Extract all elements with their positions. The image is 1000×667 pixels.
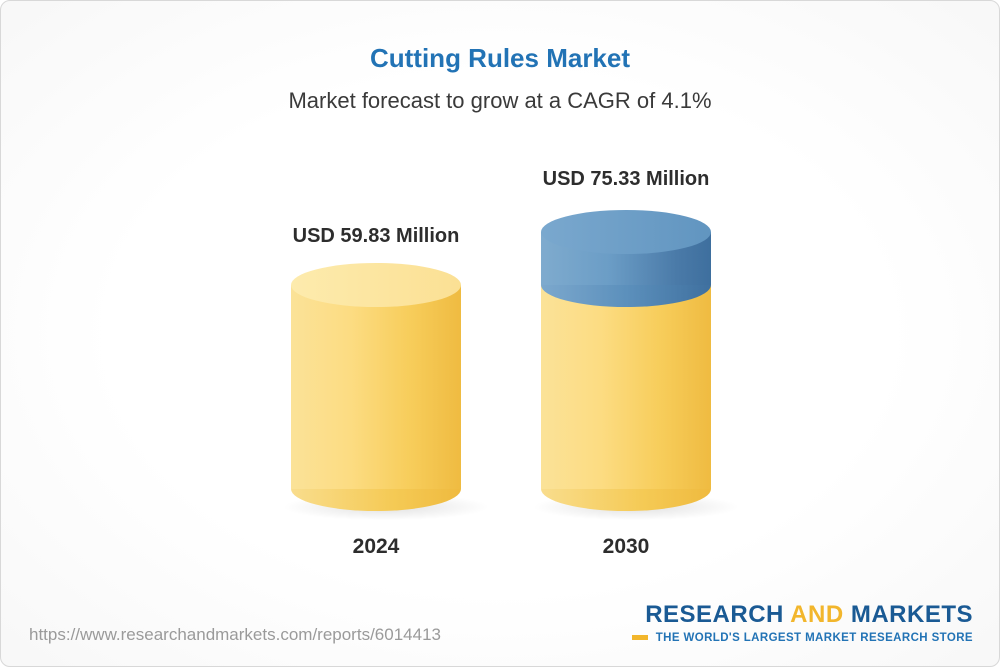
logo-wordmark: RESEARCH AND MARKETS — [632, 601, 973, 629]
logo-tagline-row: THE WORLD'S LARGEST MARKET RESEARCH STOR… — [631, 631, 973, 644]
chart-title: Cutting Rules Market — [369, 43, 631, 73]
logo-word-and: AND — [790, 601, 844, 628]
value-label-2024: USD 59.83 Million — [292, 225, 460, 247]
logo-word-research: RESEARCH — [645, 601, 784, 628]
value-label-2030: USD 75.33 Million — [542, 168, 710, 190]
growth-segment-top-ellipse-2030 — [541, 210, 711, 254]
logo-word-markets: MARKETS — [850, 601, 973, 628]
cylinder-top-ellipse-2024 — [291, 263, 461, 307]
research-and-markets-logo: RESEARCH AND MARKETS THE WORLD'S LARGEST… — [631, 601, 973, 644]
category-label-2024: 2024 — [352, 535, 400, 558]
cylinder-body-2030 — [541, 285, 711, 489]
category-label-2030: 2030 — [602, 535, 650, 558]
chart-subtitle: Market forecast to grow at a CAGR of 4.1… — [288, 88, 712, 113]
logo-tagline-accent-bar — [631, 635, 648, 641]
logo-tagline: THE WORLD'S LARGEST MARKET RESEARCH STOR… — [655, 631, 973, 644]
cylinder-body-2024 — [291, 285, 461, 489]
report-url: https://www.researchandmarkets.com/repor… — [29, 625, 441, 644]
